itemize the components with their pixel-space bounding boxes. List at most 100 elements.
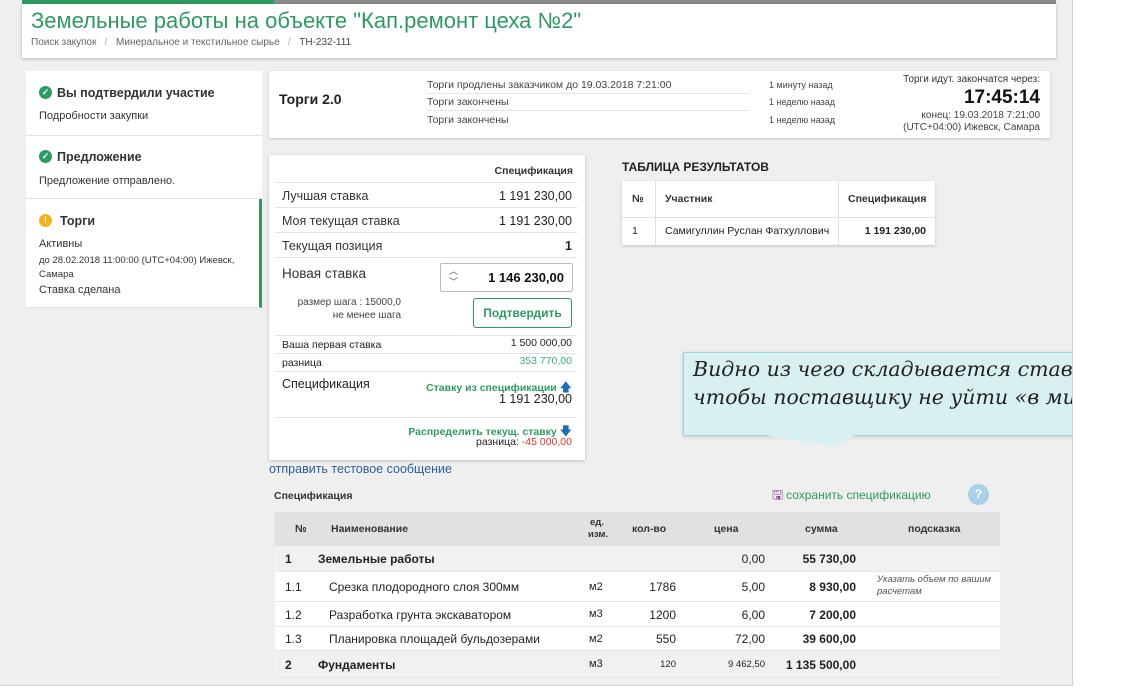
results-header-spec: Спецификация (848, 193, 927, 205)
spec-cell-hint: Указать объем по вашим (877, 574, 992, 585)
step-size-hint: размер шага : 15000,0 не менее шага (289, 296, 401, 322)
results-cell-value: 1 191 230,00 (864, 225, 926, 237)
spec-cell-qty: 120 (660, 659, 676, 670)
step-details-link[interactable]: Подробности закупки (39, 110, 149, 122)
position-row: Текущая позиция 1 (275, 232, 577, 257)
spec-cell-qty: 1786 (649, 580, 676, 594)
spec-cell-n: 1.3 (285, 632, 302, 646)
top-strip (22, 0, 1056, 4)
step-offer[interactable]: ✓ Предложение Предложение отправлено. (26, 136, 262, 199)
timer-label: Торги идут. закончатся через: (903, 74, 1040, 85)
event-time: 1 минуту назад (769, 80, 833, 90)
spec-cell-unit: м2 (589, 633, 603, 645)
results-title: ТАБЛИЦА РЕЗУЛЬТАТОВ (622, 160, 769, 174)
distribute-bid-link[interactable]: Распределить текущ. ставку 🡇 (408, 422, 572, 443)
position-value: 1 (565, 239, 572, 253)
spec-cell-name: Разработка грунта экскаватором (329, 608, 512, 622)
bid-column-header: Спецификация (494, 165, 573, 177)
difference-value: 353 770,00 (519, 355, 572, 367)
step-size-text: размер шага : 15000,0 (297, 297, 401, 308)
my-bid-value: 1 191 230,00 (499, 214, 572, 228)
results-header-n: № (632, 193, 644, 205)
difference-label: разница (282, 357, 322, 369)
spec-bid-value: 1 191 230,00 (499, 392, 572, 406)
active-top-tab[interactable] (22, 0, 274, 5)
breadcrumb: Поиск закупок / Минеральное и текстильное… (31, 37, 355, 48)
confirm-bid-button[interactable]: Подтвердить (473, 298, 572, 328)
spec-cell-n: 1.2 (285, 608, 302, 622)
spec-cell-price: 5,00 (741, 580, 765, 594)
bid-from-spec-text[interactable]: Ставку из спецификации (426, 382, 557, 394)
event-row: Торги закончены (427, 94, 749, 111)
distribute-diff-value: -45 000,00 (521, 436, 572, 448)
save-spec-label[interactable]: сохранить спецификацию (786, 488, 931, 502)
spec-item-row: 1.1 Срезка плодородного слоя 300мм м2 1786 5… (275, 572, 1000, 602)
spec-cell-unit: м3 (589, 658, 603, 670)
best-bid-row: Лучшая ставка 1 191 230,00 (275, 182, 577, 207)
col-header-unit2: изм. (588, 529, 608, 540)
page-title: Земельные работы на объекте "Кап.ремонт … (31, 8, 582, 33)
position-label: Текущая позиция (282, 239, 383, 253)
difference-row: разница 353 770,00 (275, 353, 577, 371)
stepper-arrows-icon[interactable]: ︿ ﹀ (449, 266, 459, 287)
spec-cell-price: 6,00 (741, 608, 765, 622)
timer-end: конец: 19.03.2018 7:21:00 (921, 110, 1040, 121)
bid-card: Спецификация Лучшая ставка 1 191 230,00 … (269, 155, 585, 460)
step-deadline: до 28.02.2018 11:00:00 (UTC+04:00) Ижевс… (39, 255, 235, 266)
event-time: 1 неделю назад (769, 97, 836, 107)
help-icon[interactable]: ? (968, 484, 989, 505)
spec-cell-qty: 1200 (649, 608, 676, 622)
col-divider (655, 181, 656, 245)
spec-cell-sum: 1 135 500,00 (785, 658, 856, 672)
distribute-diff-label: разница: (476, 436, 519, 448)
breadcrumb-item-category[interactable]: Минеральное и текстильное сырье (116, 37, 280, 48)
floppy-disk-icon: 🖫 (772, 487, 784, 502)
step-auction[interactable]: ! Торги Активны до 28.02.2018 11:00:00 (… (26, 199, 262, 308)
countdown-timer: 17:45:14 (963, 87, 1040, 108)
new-bid-stepper[interactable]: ︿ ﹀ 1 146 230,00 (440, 263, 573, 292)
page-header: Земельные работы на объекте "Кап.ремонт … (22, 4, 1056, 58)
event-text: Торги закончены (427, 114, 509, 126)
step-title: Торги (60, 214, 96, 228)
col-header-unit: ед. (590, 517, 604, 528)
event-row: Торги продлены заказчиком до 19.03.2018 … (427, 77, 749, 94)
my-bid-label: Моя текущая ставка (282, 214, 400, 228)
spec-cell-name: Земельные работы (318, 552, 435, 566)
annotation-line-2: чтобы поставщику не уйти «в минус» (693, 385, 1072, 409)
distribute-diff: разница: -45 000,00 (476, 436, 572, 448)
spec-item-row: 1.2 Разработка грунта экскаватором м3 1200 6… (275, 602, 1000, 627)
send-test-message-link[interactable]: отправить тестовое сообщение (269, 462, 452, 476)
step-bid-status: Ставка сделана (39, 284, 121, 296)
results-cell-participant: Самигуллин Руслан Фатхуллович (665, 225, 830, 237)
first-bid-label: Ваша первая ставка (282, 339, 382, 351)
annotation-callout-tail (765, 435, 855, 447)
col-header-n: № (295, 523, 307, 535)
step-min-text: не менее шага (332, 310, 401, 321)
spec-cell-unit: м2 (589, 581, 603, 593)
distribute-bid-text[interactable]: Распределить текущ. ставку (408, 426, 557, 438)
new-bid-input[interactable]: 1 146 230,00 (488, 270, 564, 285)
step-participation[interactable]: ✓ Вы подтвердили участие Подробности зак… (26, 71, 262, 136)
results-header-participant: Участник (665, 193, 713, 205)
save-spec-button[interactable]: 🖫 сохранить спецификацию (772, 486, 931, 508)
step-status: Предложение отправлено. (39, 175, 176, 187)
step-title: Предложение (57, 150, 142, 164)
event-text: Торги продлены заказчиком до 19.03.2018 … (427, 79, 672, 91)
first-bid-row: Ваша первая ставка 1 500 000,00 (275, 335, 577, 353)
spec-section-label: Спецификация (274, 490, 353, 502)
my-bid-row: Моя текущая ставка 1 191 230,00 (275, 207, 577, 232)
arrow-down-icon: 🡇 (559, 424, 572, 438)
results-cell-n: 1 (632, 225, 638, 237)
bid-from-spec-link[interactable]: Ставку из спецификации 🡅 (426, 378, 572, 399)
spec-cell-name: Фундаменты (318, 658, 396, 672)
spec-cell-n: 2 (285, 658, 292, 672)
timer-timezone: (UTC+04:00) Ижевск, Самара (903, 122, 1040, 133)
best-bid-value: 1 191 230,00 (499, 189, 572, 203)
spec-cell-n: 1.1 (285, 580, 302, 594)
event-row: Торги закончены (427, 112, 749, 129)
spec-cell-price: 9 462,50 (728, 659, 765, 670)
breadcrumb-item-search[interactable]: Поиск закупок (31, 37, 97, 48)
spec-cell-price: 0,00 (741, 552, 765, 566)
spec-cell-name: Планировка площадей бульдозерами (329, 632, 540, 646)
spec-table-header: № Наименование ед. изм. кол-во цена сумм… (275, 512, 1000, 546)
